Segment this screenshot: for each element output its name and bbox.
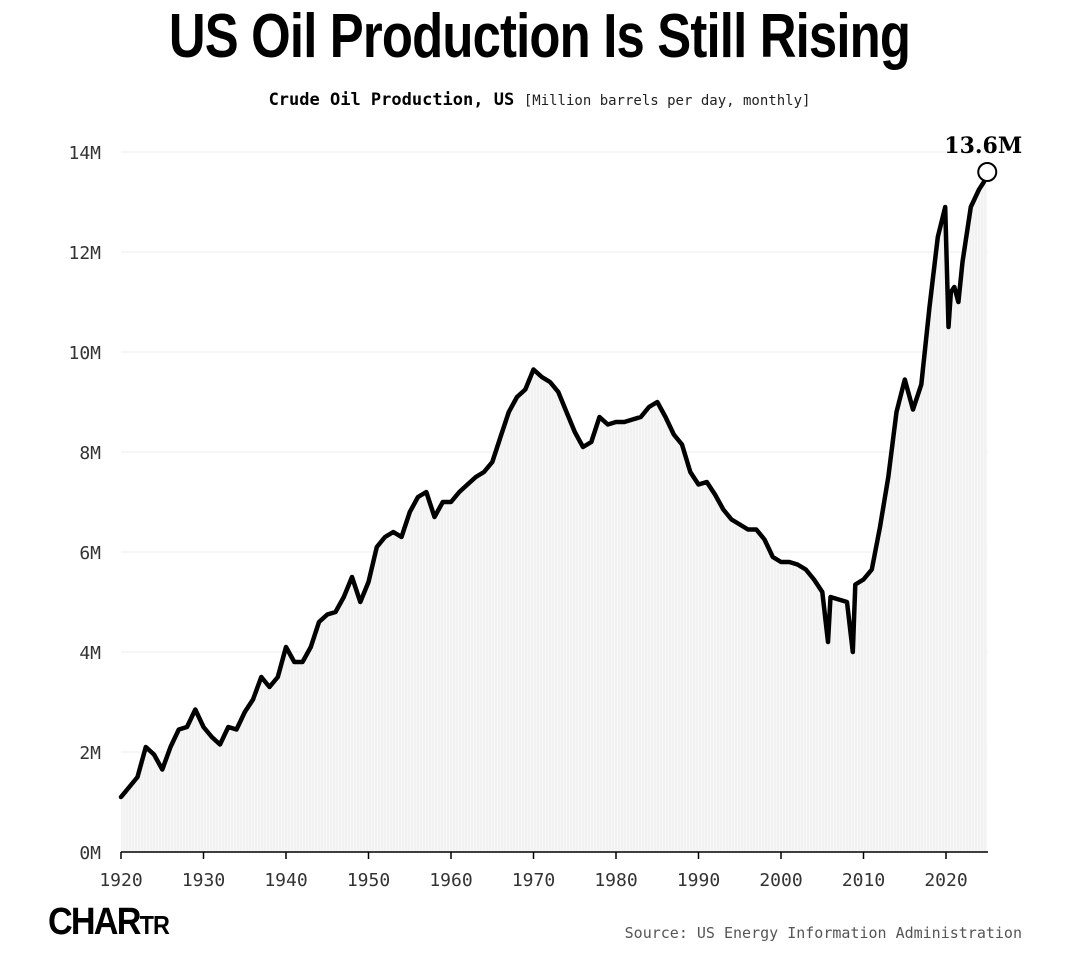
- chartr-logo: CHARTR: [48, 901, 170, 943]
- chart-subtitle: Crude Oil Production, US [Million barrel…: [0, 90, 1079, 110]
- x-tick-label: 1960: [429, 870, 472, 891]
- logo-small: TR: [139, 910, 170, 940]
- source-note: Source: US Energy Information Administra…: [624, 924, 1022, 942]
- subtitle-main: Crude Oil Production, US: [268, 90, 515, 110]
- y-tick-label: 0M: [79, 843, 101, 864]
- series-line: [118, 169, 990, 800]
- y-axis: 0M 2M 4M 6M 8M 10M 12M 14M: [68, 143, 101, 864]
- y-tick-label: 6M: [79, 543, 101, 564]
- x-tick-label: 1930: [182, 870, 225, 891]
- y-tick-label: 14M: [68, 143, 101, 164]
- y-tick-label: 2M: [79, 743, 101, 764]
- y-tick-label: 8M: [79, 443, 101, 464]
- logo-main: CHAR: [48, 901, 141, 943]
- x-tick-label: 1920: [99, 870, 142, 891]
- x-tick-label: 1990: [677, 870, 720, 891]
- chart-title: US Oil Production Is Still Rising: [168, 2, 911, 71]
- x-tick-label: 1940: [264, 870, 307, 891]
- subtitle-unit: [Million barrels per day, monthly]: [523, 93, 811, 109]
- x-axis: 1920 1930 1940 1950 1960 1970 1980 1990 2000 2010…: [99, 852, 968, 891]
- end-point-label: 13.6M: [944, 133, 1022, 159]
- x-tick-label: 1950: [347, 870, 390, 891]
- y-tick-label: 4M: [79, 643, 101, 664]
- area-fill: [121, 172, 988, 852]
- x-tick-label: 2010: [842, 870, 885, 891]
- end-point-marker: [977, 162, 998, 182]
- x-tick-label: 1970: [512, 870, 555, 891]
- x-tick-label: 2020: [924, 870, 967, 891]
- x-tick-label: 1980: [594, 870, 637, 891]
- x-tick-label: 2000: [759, 870, 802, 891]
- y-tick-label: 10M: [68, 343, 101, 364]
- y-tick-label: 12M: [68, 243, 101, 264]
